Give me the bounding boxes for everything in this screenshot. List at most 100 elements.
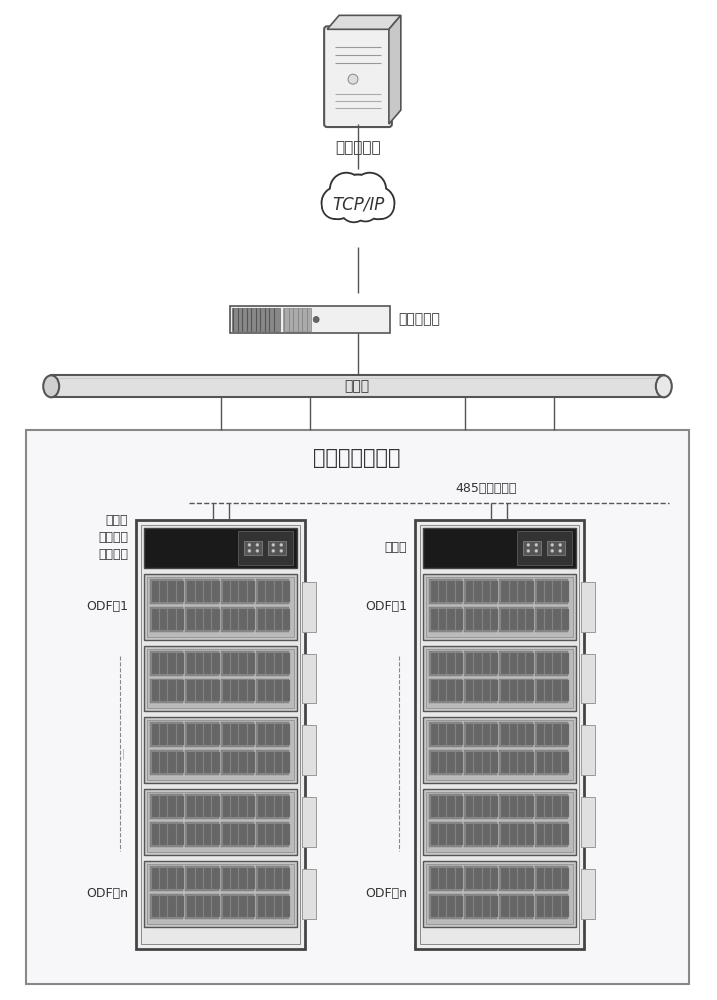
Bar (545, 868, 553, 889)
Bar (535, 750, 568, 775)
Bar (535, 866, 568, 891)
Bar (537, 581, 544, 602)
Bar (554, 724, 561, 745)
Bar (535, 822, 568, 847)
Bar (258, 724, 265, 745)
Bar (537, 868, 544, 889)
Bar (426, 577, 573, 637)
Bar (152, 680, 159, 701)
Polygon shape (327, 15, 401, 29)
Bar (221, 607, 254, 632)
Bar (204, 796, 212, 817)
Bar (456, 724, 463, 745)
Circle shape (527, 549, 530, 552)
Bar (429, 822, 462, 847)
Bar (275, 824, 282, 845)
Bar (196, 609, 203, 630)
Bar (429, 894, 462, 919)
Bar (431, 796, 438, 817)
Bar (439, 680, 447, 701)
Bar (456, 581, 463, 602)
Bar (439, 724, 447, 745)
Bar (258, 653, 265, 674)
Bar (160, 868, 168, 889)
Bar (258, 680, 265, 701)
Bar (500, 579, 533, 604)
Bar (239, 581, 247, 602)
Circle shape (369, 194, 393, 218)
Bar (501, 581, 509, 602)
Bar (147, 649, 294, 708)
Bar (256, 679, 289, 703)
Bar (554, 896, 561, 917)
Bar (526, 581, 534, 602)
Bar (231, 653, 238, 674)
Bar (475, 824, 482, 845)
Circle shape (322, 187, 353, 219)
Bar (466, 896, 473, 917)
Circle shape (348, 74, 358, 84)
Bar (185, 679, 219, 703)
Bar (204, 581, 212, 602)
Bar (232, 308, 280, 331)
Bar (221, 579, 254, 604)
Bar (518, 752, 526, 773)
Circle shape (331, 174, 361, 205)
Bar (204, 896, 212, 917)
Bar (266, 609, 274, 630)
Circle shape (280, 543, 282, 546)
Bar (275, 653, 282, 674)
Bar (545, 752, 553, 773)
Bar (483, 824, 490, 845)
Bar (483, 680, 490, 701)
Bar (537, 653, 544, 674)
Bar (464, 894, 498, 919)
Bar (466, 581, 473, 602)
Bar (537, 896, 544, 917)
Bar (554, 796, 561, 817)
Bar (160, 680, 168, 701)
Bar (526, 796, 534, 817)
Bar (483, 868, 490, 889)
Bar (268, 541, 286, 555)
Bar (160, 653, 168, 674)
Circle shape (256, 549, 259, 552)
Bar (526, 653, 534, 674)
Bar (475, 868, 482, 889)
Bar (518, 896, 526, 917)
Bar (239, 752, 247, 773)
Bar (150, 607, 183, 632)
Bar (429, 722, 462, 747)
Bar (581, 582, 595, 632)
Bar (526, 896, 534, 917)
Bar (168, 724, 176, 745)
Bar (535, 722, 568, 747)
Circle shape (551, 549, 554, 552)
Bar (196, 896, 203, 917)
Bar (500, 822, 533, 847)
Bar (466, 724, 473, 745)
Bar (464, 794, 498, 819)
Circle shape (363, 187, 394, 218)
Bar (144, 717, 298, 783)
Bar (247, 868, 255, 889)
Circle shape (331, 173, 362, 205)
Bar (247, 752, 255, 773)
Bar (439, 752, 447, 773)
Bar (429, 607, 462, 632)
Bar (212, 680, 219, 701)
Bar (231, 680, 238, 701)
Bar (431, 609, 438, 630)
Text: TCP/IP: TCP/IP (332, 196, 384, 214)
Bar (518, 824, 526, 845)
Bar (466, 796, 473, 817)
Bar (303, 582, 316, 632)
Bar (204, 653, 212, 674)
Circle shape (272, 549, 275, 552)
Text: 机房采集子系统: 机房采集子系统 (313, 448, 401, 468)
Bar (510, 609, 517, 630)
Bar (456, 653, 463, 674)
Bar (150, 579, 183, 604)
Circle shape (551, 543, 554, 546)
Bar (431, 824, 438, 845)
